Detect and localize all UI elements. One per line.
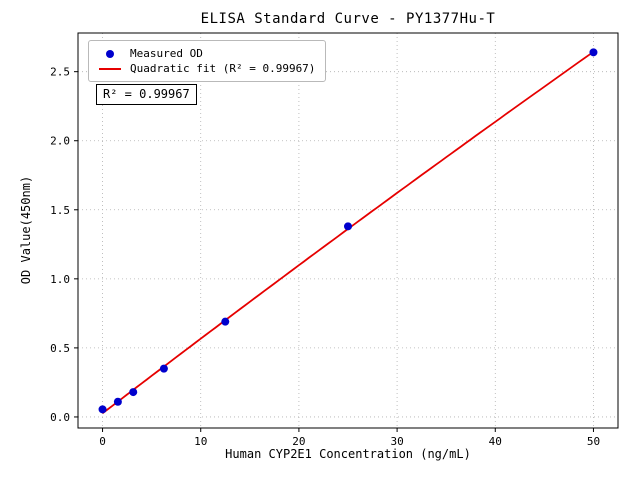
y-tick-label: 0.5 [50,342,70,355]
data-point [98,405,107,414]
data-point [113,397,122,406]
y-tick-label: 2.5 [50,66,70,79]
y-tick-label: 1.0 [50,273,70,286]
data-point [589,48,598,57]
data-point [344,222,352,231]
x-tick-label: 40 [489,435,502,448]
y-tick-label: 1.5 [50,204,70,217]
fit-line [101,51,595,415]
y-axis-label: OD Value(450nm) [19,175,33,285]
legend: Measured OD Quadratic fit (R² = 0.99967) [88,40,327,82]
x-tick-label: 10 [194,435,207,448]
annotation-r2: R² = 0.99967 [96,84,197,105]
x-tick-label: 30 [390,435,403,448]
x-axis-label: Human CYP2E1 Concentration (ng/mL) [225,447,471,461]
plot-border [77,32,619,429]
chart-title: ELISA Standard Curve - PY1377Hu-T [200,11,496,27]
data-point [221,317,230,326]
x-tick-label: 50 [587,435,600,448]
data-point [159,364,168,373]
legend-item-fit: Quadratic fit (R² = 0.99967) [97,61,315,76]
y-tick-label: 0.0 [50,411,70,424]
legend-label-measured: Measured OD [130,47,203,60]
x-tick-label: 20 [292,435,305,448]
legend-label-fit: Quadratic fit (R² = 0.99967) [130,62,316,75]
line-marker-icon [99,67,121,70]
fit-line-marker-icon [97,67,123,70]
x-tick-label: 0 [99,435,106,448]
scatter-marker-icon [106,49,114,58]
data-point [129,388,138,397]
measured-od-marker-icon [97,49,123,58]
y-tick-label: 2.0 [50,135,70,148]
legend-item-measured: Measured OD [97,46,315,61]
